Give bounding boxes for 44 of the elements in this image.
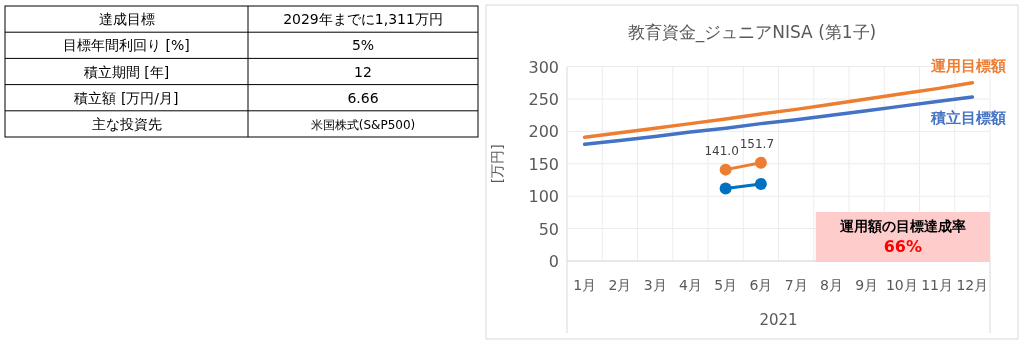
y-axis-title: [万円]	[489, 144, 505, 184]
data-label: 141.0	[704, 143, 739, 158]
text: 5%	[351, 37, 375, 54]
y-tick-label: 0	[548, 252, 559, 271]
x-tick-label: 6月	[749, 277, 773, 293]
x-tick-label: 12月	[956, 277, 989, 293]
text: 12	[354, 63, 372, 80]
series-label: 運用目標額	[930, 56, 1006, 75]
x-tick-label: 9月	[855, 277, 879, 293]
text: 2029年までに1,311万円	[283, 11, 443, 28]
data-label: 151.7	[739, 136, 775, 151]
x-tick-label: 7月	[784, 277, 808, 293]
point	[719, 163, 732, 176]
x-tick-label: 10月	[885, 277, 918, 293]
point	[754, 177, 767, 190]
annotation: 66%	[883, 237, 923, 256]
text: 積立期間 [年]	[83, 63, 170, 80]
x-tick-label: 4月	[678, 277, 702, 293]
y-tick-label: 50	[538, 219, 559, 239]
point	[719, 182, 732, 195]
annotation: 運用額の目標達成率	[838, 218, 966, 234]
text: 目標年間利回り [%]	[63, 37, 190, 54]
y-tick-label: 300	[528, 57, 559, 77]
text: 積立額 [万円/月]	[74, 89, 179, 106]
x-tick-label: 11月	[921, 277, 954, 293]
y-tick-label: 150	[528, 154, 559, 174]
x-tick-label: 5月	[714, 277, 738, 293]
point	[754, 156, 767, 169]
y-tick-label: 100	[528, 187, 559, 207]
x-tick-label: 1月	[573, 277, 597, 293]
y-tick-label: 250	[528, 90, 559, 109]
line-series	[582, 81, 975, 139]
x-tick-label: 2月	[608, 277, 632, 293]
series-label: 積立目標額	[930, 109, 1006, 128]
x-axis-title: 2021	[759, 311, 798, 329]
y-tick-label: 200	[528, 122, 559, 142]
text: 米国株式(S&P500)	[310, 117, 416, 132]
text: 達成目標	[98, 11, 155, 28]
x-tick-label: 8月	[819, 277, 843, 293]
x-tick-label: 3月	[643, 277, 667, 293]
chart-title: 教育資金_ジュニアNISA (第1子)	[627, 22, 877, 43]
text: 主な投資先	[91, 115, 162, 132]
text: 6.66	[347, 89, 379, 106]
line-series	[582, 95, 975, 147]
